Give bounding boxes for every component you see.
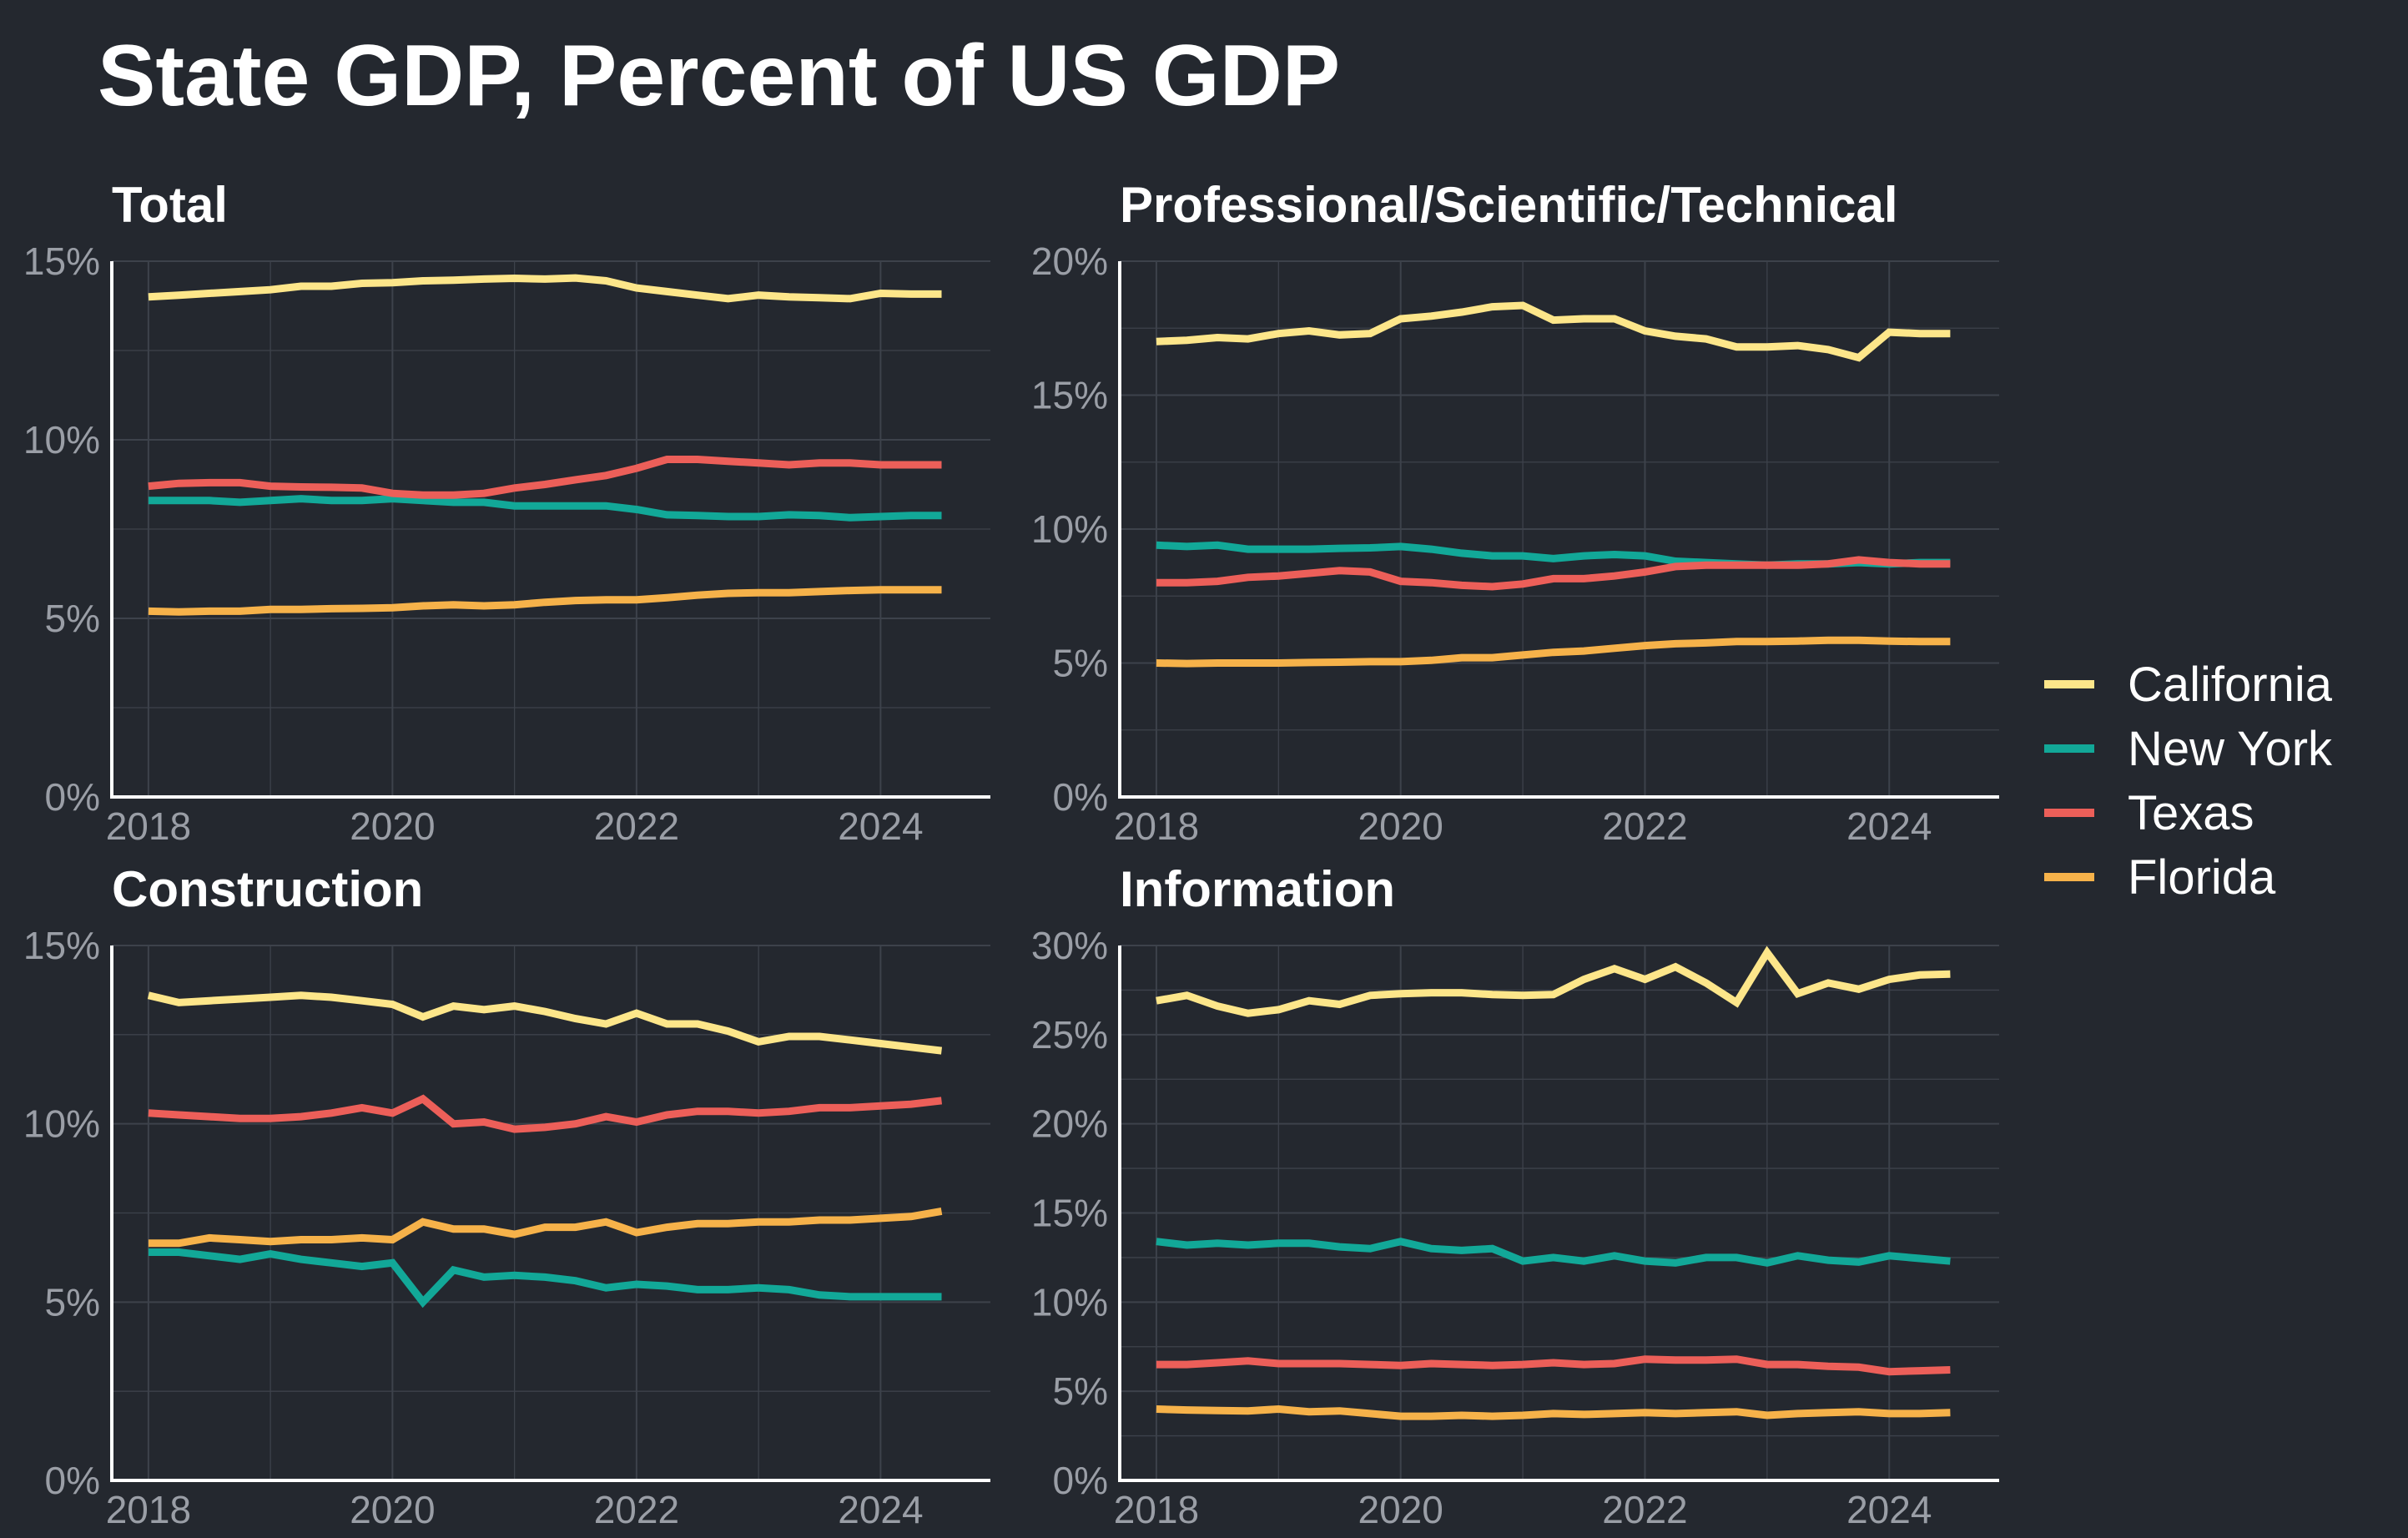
y-tick-label: 0% [1053,775,1108,819]
panel-title-information: Information [1120,861,1395,917]
x-tick-label: 2020 [350,804,435,848]
x-tick-label: 2020 [350,1488,435,1531]
x-tick-label: 2020 [1358,804,1443,848]
legend-item-florida: Florida [2044,850,2276,905]
x-tick-label: 2020 [1358,1488,1443,1531]
x-tick-label: 2024 [838,804,923,848]
panel-professional-scientific-technical: Professional/Scientific/Technical 0% 5% 10%… [1031,177,1999,848]
legend-item-new-york: New York [2044,722,2333,776]
y-tick-label: 10% [23,418,100,461]
y-tick-label: 0% [1053,1459,1108,1502]
x-tick-label: 2018 [106,1488,191,1531]
y-tick-label: 0% [45,775,100,819]
panel-title-construction: Construction [112,861,423,917]
series-line-texas [148,1094,943,1133]
y-tick-label: 25% [1031,1013,1108,1056]
panel-construction: Construction 0% 5% 10% 15% 2018 2020 2022 2024 [23,861,990,1531]
y-tick-label: 20% [1031,240,1108,283]
x-tick-label: 2022 [1602,1488,1687,1531]
legend-label: California [2128,658,2333,712]
y-tick-label: 30% [1031,924,1108,967]
y-tick-label: 15% [1031,1192,1108,1235]
series-line-new-york [1156,1238,1951,1267]
series-line-texas [1156,1355,1951,1376]
panel-information: Information 0% 5% 10% 15% 20% 25% 30% 2018 2020 20… [1031,861,1999,1531]
series-line-california [1156,945,1951,1017]
y-tick-label: 10% [23,1102,100,1146]
x-tick-label: 2024 [1846,1488,1932,1531]
series-line-florida [148,1207,943,1248]
x-tick-label: 2018 [106,804,191,848]
y-tick-label: 15% [23,924,100,967]
legend-item-texas: Texas [2044,786,2254,840]
x-tick-label: 2018 [1114,804,1199,848]
y-tick-label: 5% [45,1280,100,1324]
series-line-new-york [148,1248,942,1309]
panel-title-professional-scientific-technical: Professional/Scientific/Technical [1120,177,1898,233]
legend-label: Texas [2128,786,2254,840]
legend-label: Florida [2128,850,2276,905]
x-tick-label: 2022 [594,1488,679,1531]
x-tick-label: 2024 [1846,804,1932,848]
series-line-texas [148,456,942,499]
legend-item-california: California [2044,658,2333,712]
y-tick-label: 15% [1031,374,1108,417]
y-tick-label: 20% [1031,1102,1108,1146]
y-tick-label: 10% [1031,507,1108,551]
legend: California New York Texas Florida [2044,658,2333,905]
panel-total: Total 0% 5% 10% 15% 2018 2020 2022 2024 [23,177,990,848]
series-line-california [148,274,942,303]
series-line-california [1156,301,1951,362]
y-tick-label: 5% [45,597,100,640]
series-line-texas [1156,556,1951,591]
y-tick-label: 10% [1031,1280,1108,1324]
y-tick-label: 5% [1053,1369,1108,1413]
y-tick-label: 5% [1053,642,1108,685]
series-line-california [147,991,943,1055]
panel-title-total: Total [112,177,228,233]
series-line-florida [1156,636,1951,668]
y-tick-label: 0% [45,1459,100,1502]
x-tick-label: 2022 [1602,804,1687,848]
x-tick-label: 2022 [594,804,679,848]
legend-label: New York [2128,722,2333,776]
series-line-florida [148,586,942,616]
x-tick-label: 2024 [838,1488,923,1531]
chart-title: State GDP, Percent of US GDP [98,28,1340,124]
series-line-new-york [148,495,942,522]
x-tick-label: 2018 [1114,1488,1199,1531]
y-tick-label: 15% [23,240,100,283]
series-line-florida [1156,1404,1951,1420]
